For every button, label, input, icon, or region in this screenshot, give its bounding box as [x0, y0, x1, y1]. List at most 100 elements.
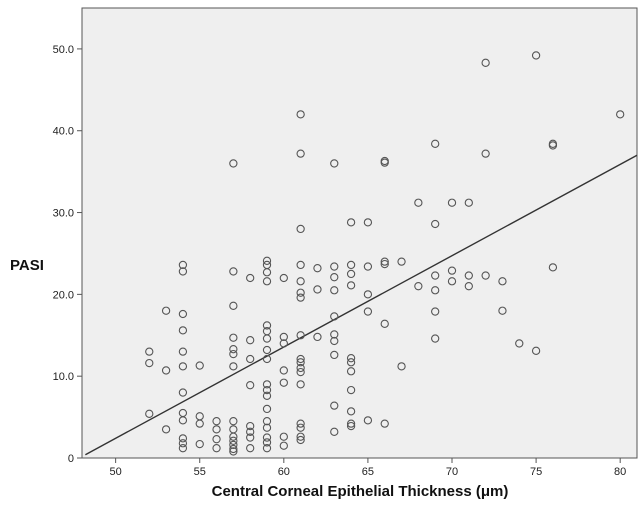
data-point — [262, 277, 272, 286]
data-point — [262, 391, 272, 400]
fit-line-group — [85, 154, 638, 456]
data-point — [548, 141, 558, 150]
y-tick-label: 10.0 — [53, 371, 74, 383]
data-point — [464, 198, 473, 207]
x-tick-label: 65 — [362, 466, 374, 478]
data-point — [515, 339, 524, 348]
data-point — [296, 331, 305, 340]
data-point — [313, 285, 322, 294]
data-point — [330, 350, 339, 360]
data-point — [363, 290, 373, 299]
data-point — [246, 381, 255, 390]
data-point — [363, 262, 373, 271]
data-point — [229, 432, 238, 441]
data-point — [262, 423, 272, 432]
data-point — [481, 149, 490, 158]
x-tick-label: 75 — [530, 466, 542, 478]
data-point — [262, 438, 272, 447]
data-point — [431, 307, 440, 316]
data-point — [279, 339, 288, 348]
y-tick-label: 30.0 — [53, 208, 74, 220]
data-point — [313, 332, 322, 342]
data-point — [380, 319, 389, 328]
data-point — [380, 156, 389, 166]
data-point — [447, 198, 457, 207]
data-point — [279, 366, 288, 375]
data-point — [279, 273, 288, 283]
data-point — [296, 260, 305, 270]
data-point — [229, 417, 238, 426]
data-point — [330, 336, 339, 346]
data-point — [262, 385, 272, 395]
data-point — [262, 321, 272, 330]
data-point — [346, 358, 356, 367]
data-point — [229, 447, 238, 456]
data-point — [296, 293, 305, 302]
data-point — [229, 301, 238, 310]
data-point — [178, 260, 188, 270]
data-point — [431, 271, 440, 280]
data-point — [212, 425, 221, 434]
data-point — [212, 435, 221, 444]
data-point — [447, 277, 457, 286]
data-point — [229, 345, 238, 354]
data-point — [246, 427, 255, 436]
x-tick-label: 55 — [194, 466, 206, 478]
data-point — [296, 367, 305, 377]
data-point — [279, 332, 288, 342]
data-point — [161, 306, 171, 315]
data-point — [363, 416, 373, 425]
data-point — [548, 263, 558, 272]
data-point — [229, 267, 238, 276]
data-point — [498, 277, 507, 286]
data-point — [346, 218, 356, 227]
x-tick-label: 50 — [110, 466, 122, 478]
data-point — [397, 362, 406, 371]
data-point — [296, 149, 305, 158]
data-point — [246, 354, 255, 364]
data-point — [229, 440, 238, 450]
data-point — [229, 436, 238, 445]
data-point — [246, 444, 255, 453]
x-tick-label: 80 — [614, 466, 626, 478]
data-point — [178, 309, 188, 319]
data-point — [296, 432, 305, 441]
data-point — [363, 218, 373, 227]
y-axis-label: PASI — [10, 257, 44, 274]
data-point — [363, 307, 373, 316]
data-point — [346, 354, 356, 363]
data-point — [414, 198, 423, 207]
data-point — [380, 259, 389, 269]
data-point — [212, 444, 221, 453]
data-point — [330, 330, 339, 339]
y-tick-label: 40.0 — [53, 126, 74, 138]
data-point — [178, 388, 188, 397]
x-tick-label: 60 — [278, 466, 290, 478]
data-point — [397, 257, 406, 266]
data-point — [346, 407, 356, 416]
data-point — [531, 51, 541, 60]
data-point — [195, 419, 204, 428]
data-point — [464, 282, 473, 291]
data-point — [195, 439, 204, 449]
data-point — [346, 419, 356, 428]
data-point — [178, 347, 188, 356]
data-point — [296, 110, 305, 119]
data-point — [246, 273, 255, 283]
data-point — [262, 433, 272, 442]
data-point — [262, 256, 272, 265]
data-point — [229, 159, 238, 168]
data-point — [431, 139, 440, 148]
data-point — [431, 286, 440, 295]
data-point — [296, 288, 305, 297]
data-point — [145, 358, 154, 368]
data-point — [178, 444, 188, 453]
data-point — [346, 367, 356, 376]
data-point — [296, 354, 305, 364]
data-point — [531, 346, 541, 355]
data-point — [447, 266, 457, 275]
data-point — [229, 333, 238, 342]
data-point — [330, 312, 339, 321]
data-point — [229, 444, 238, 454]
